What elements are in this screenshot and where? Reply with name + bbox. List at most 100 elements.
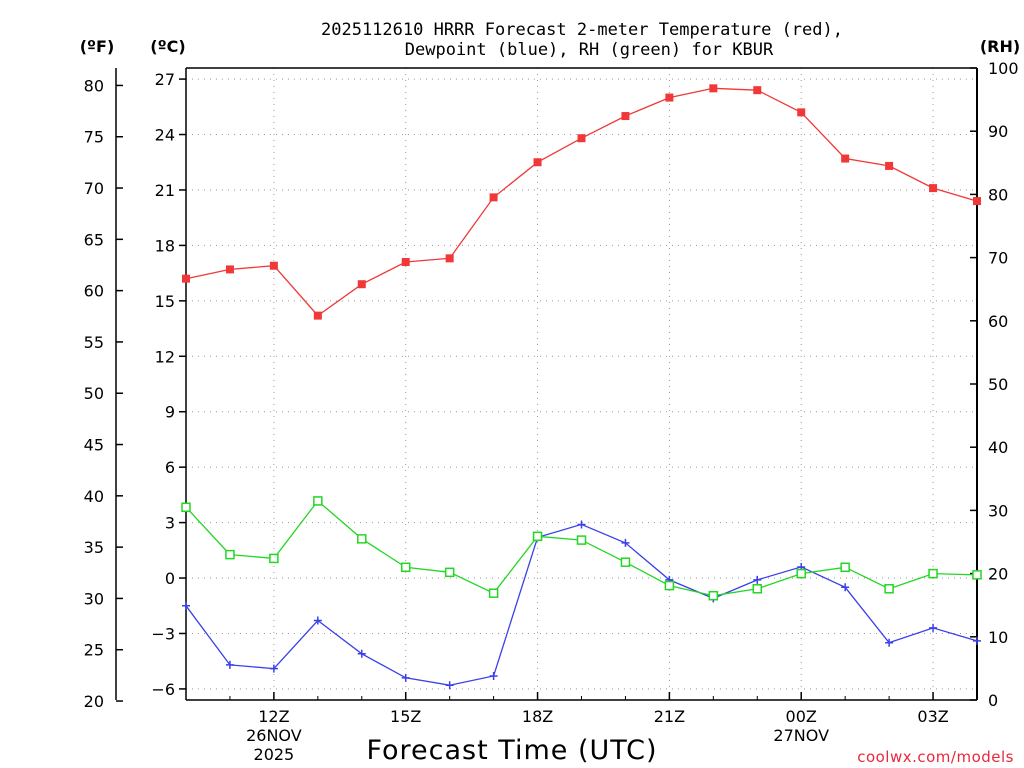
fahrenheit-tick-label: 80 bbox=[84, 76, 104, 95]
dewpoint-point bbox=[269, 664, 278, 673]
temperature-point bbox=[753, 86, 762, 95]
dewpoint-point bbox=[445, 681, 454, 690]
rh-point bbox=[357, 534, 367, 544]
fahrenheit-tick-label: 25 bbox=[84, 641, 104, 660]
dewpoint-point bbox=[621, 538, 630, 547]
dewpoint-point bbox=[929, 623, 938, 632]
rh-tick-label: 10 bbox=[988, 628, 1008, 647]
dewpoint-point bbox=[313, 616, 322, 625]
rh-tick-label: 100 bbox=[988, 59, 1019, 78]
rh-point bbox=[840, 562, 850, 573]
temperature-point bbox=[533, 158, 542, 167]
rh-point bbox=[884, 584, 894, 594]
rh-point bbox=[269, 553, 279, 564]
celsius-tick-label: 27 bbox=[155, 70, 175, 89]
rh-tick-label: 0 bbox=[988, 691, 998, 710]
time-tick-label: 15Z bbox=[390, 707, 421, 726]
fahrenheit-tick-label: 70 bbox=[84, 179, 104, 198]
rh-point bbox=[576, 535, 587, 545]
rh-point bbox=[796, 568, 806, 579]
celsius-tick-label: 21 bbox=[155, 181, 175, 200]
temperature-point bbox=[489, 193, 498, 202]
temperature-point bbox=[313, 311, 322, 320]
credit-label: coolwx.com/models bbox=[857, 748, 1014, 766]
dewpoint-point bbox=[225, 660, 234, 669]
fahrenheit-tick-label: 20 bbox=[84, 692, 104, 711]
rh-point bbox=[972, 570, 982, 580]
fahrenheit-tick-label: 55 bbox=[84, 333, 104, 352]
rh-point bbox=[928, 568, 938, 579]
temperature-point bbox=[401, 258, 410, 267]
fahrenheit-tick-label: 75 bbox=[84, 128, 104, 147]
dewpoint-point bbox=[973, 636, 981, 645]
rh-unit-label: (RH) bbox=[980, 37, 1020, 56]
celsius-tick-label: 6 bbox=[165, 458, 175, 477]
chart-title-line2: Dewpoint (blue), RH (green) for KBUR bbox=[405, 40, 774, 60]
celsius-tick-label: 3 bbox=[165, 514, 175, 533]
temperature-point bbox=[665, 93, 674, 102]
temperature-point bbox=[709, 84, 718, 93]
celsius-tick-label: 12 bbox=[155, 347, 175, 366]
temperature-point bbox=[621, 112, 630, 121]
celsius-tick-label: 9 bbox=[165, 403, 175, 422]
rh-point bbox=[444, 567, 455, 578]
fahrenheit-tick-label: 45 bbox=[84, 436, 104, 455]
rh-point bbox=[181, 502, 191, 512]
rh-point bbox=[708, 590, 719, 601]
fahrenheit-tick-label: 50 bbox=[84, 384, 104, 403]
celsius-tick-label: −6 bbox=[151, 680, 175, 699]
temperature-point bbox=[929, 184, 938, 193]
rh-point bbox=[488, 588, 499, 598]
celsius-axis: 27 24 21 18 15 12 9 6 3 0 −3 −6 bbox=[151, 70, 186, 699]
temperature-point bbox=[182, 274, 190, 283]
temperature-point bbox=[269, 261, 278, 270]
celsius-unit-label: (ºC) bbox=[150, 37, 185, 56]
dewpoint-point bbox=[182, 601, 190, 610]
data-series bbox=[181, 84, 982, 690]
rh-tick-label: 80 bbox=[988, 185, 1008, 204]
celsius-tick-label: 0 bbox=[165, 569, 175, 588]
rh-point bbox=[225, 549, 235, 560]
rh-tick-label: 20 bbox=[988, 565, 1008, 584]
temperature-point bbox=[357, 280, 366, 289]
fahrenheit-tick-label: 40 bbox=[84, 487, 104, 506]
time-tick-label: 03Z bbox=[917, 707, 948, 726]
dewpoint-point bbox=[841, 583, 850, 592]
fahrenheit-tick-label: 30 bbox=[84, 589, 104, 608]
dewpoint-point bbox=[577, 520, 586, 529]
temperature-point bbox=[577, 134, 586, 143]
fahrenheit-tick-label: 35 bbox=[84, 538, 104, 557]
series-rh bbox=[181, 496, 982, 601]
fahrenheit-unit-label: (ºF) bbox=[80, 37, 115, 56]
rh-tick-label: 30 bbox=[988, 501, 1008, 520]
fahrenheit-tick-label: 65 bbox=[84, 230, 104, 249]
series-dewpoint bbox=[182, 520, 981, 690]
time-tick-label: 21Z bbox=[654, 707, 685, 726]
celsius-tick-label: 18 bbox=[155, 236, 175, 255]
rh-tick-label: 50 bbox=[988, 375, 1008, 394]
fahrenheit-axis: 80 75 70 65 60 55 50 45 40 35 30 25 20 bbox=[84, 76, 123, 711]
series-temperature bbox=[182, 84, 981, 320]
celsius-tick-label: −3 bbox=[151, 624, 175, 643]
time-tick-label: 00Z bbox=[786, 707, 817, 726]
rh-tick-label: 70 bbox=[988, 249, 1008, 268]
date-label: 26NOV bbox=[246, 726, 302, 745]
temperature-point bbox=[841, 154, 850, 163]
temperature-point bbox=[885, 161, 894, 170]
rh-tick-label: 40 bbox=[988, 438, 1008, 457]
year-label: 2025 bbox=[254, 745, 295, 764]
rh-point bbox=[752, 584, 763, 594]
time-tick-label: 12Z bbox=[258, 707, 289, 726]
rh-tick-label: 60 bbox=[988, 312, 1008, 331]
time-tick-label: 18Z bbox=[522, 707, 553, 726]
temperature-point bbox=[445, 254, 454, 263]
dewpoint-point bbox=[357, 649, 366, 658]
temperature-point bbox=[225, 265, 234, 274]
date-label: 27NOV bbox=[773, 726, 829, 745]
rh-tick-label: 90 bbox=[988, 122, 1008, 141]
rh-point bbox=[664, 580, 675, 591]
x-axis-title: Forecast Time (UTC) bbox=[366, 735, 657, 766]
